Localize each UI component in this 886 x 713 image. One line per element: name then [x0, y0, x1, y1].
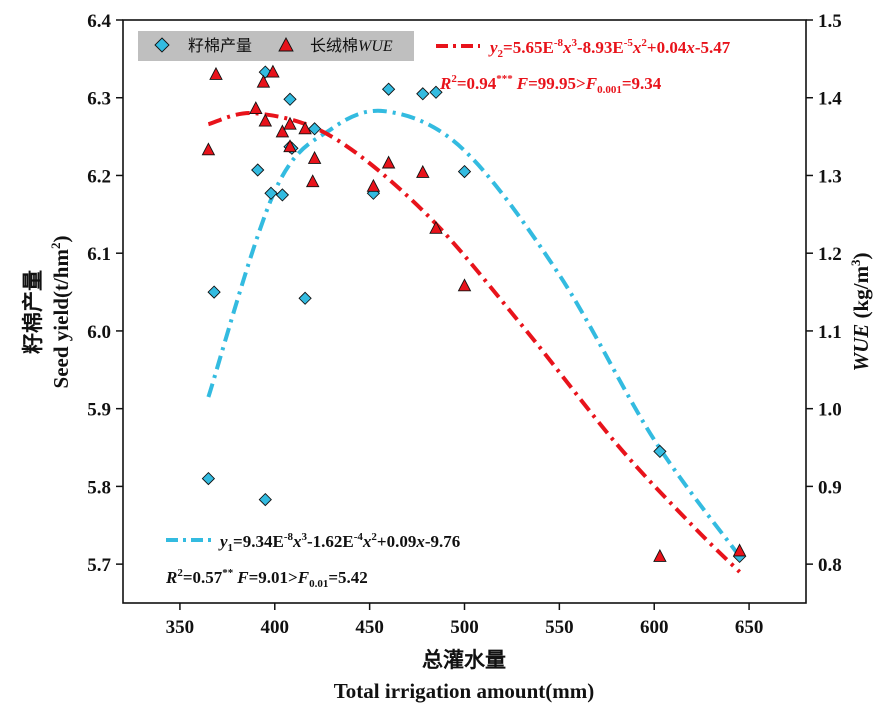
data-points	[201, 64, 747, 564]
equation-y2-formula: y2=5.65E-8x3-8.93E-5x2+0.04x-5.47	[488, 37, 731, 60]
equation-y1: y1=9.34E-8x3-1.62E-4x2+0.09x-9.76 R2=0.5…	[165, 531, 460, 590]
right-y-tick-label: 1.2	[818, 244, 842, 265]
yield-point	[251, 163, 265, 177]
wue-point	[429, 220, 443, 234]
equation-y1-formula: y1=9.34E-8x3-1.62E-4x2+0.09x-9.76	[218, 531, 460, 554]
x-tick-label: 400	[261, 617, 290, 638]
wue-point	[381, 155, 396, 169]
legend-triangle-marker	[278, 37, 294, 52]
wue-point	[256, 74, 271, 88]
x-tick-label: 450	[355, 617, 384, 638]
x-tick-label: 600	[640, 617, 669, 638]
x-tick-label: 550	[545, 617, 574, 638]
wue-point	[305, 174, 320, 188]
x-tick-label: 350	[166, 617, 195, 638]
legend: 籽棉产量 长绒棉WUE	[138, 31, 414, 61]
x-axis-title-cn: 总灌水量	[422, 648, 506, 672]
legend-wue-label: 长绒棉WUE	[310, 36, 393, 55]
wue-point	[416, 164, 430, 178]
legend-background	[138, 31, 414, 61]
equation-y2: y2=5.65E-8x3-8.93E-5x2+0.04x-5.47 R2=0.9…	[436, 37, 731, 96]
right-y-tick-label: 0.8	[818, 555, 842, 576]
right-y-tick-label: 0.9	[818, 477, 842, 498]
legend-yield-label: 籽棉产量	[188, 36, 252, 55]
yield-point	[264, 186, 278, 200]
wue-point	[307, 150, 322, 164]
yield-point	[429, 85, 443, 99]
wue-point	[732, 543, 747, 557]
yield-point	[457, 164, 472, 179]
left-y-tick-label: 6.0	[87, 322, 111, 343]
legend-diamond-marker	[154, 37, 170, 53]
yield-point	[201, 471, 216, 486]
wue-point	[298, 121, 312, 135]
wue-point	[249, 101, 263, 115]
wue-point	[283, 116, 297, 130]
yield-point	[283, 92, 297, 106]
plot-frame	[122, 19, 807, 604]
right-y-axis-ticks: 0.8 0.9 1.0 1.1 1.2 1.3 1.4 1.5	[806, 11, 842, 576]
right-y-axis-title: WUE (kg/m3)	[848, 252, 873, 371]
left-y-tick-label: 5.9	[87, 400, 111, 421]
x-tick-label: 650	[735, 617, 764, 638]
yield-point	[653, 444, 667, 459]
left-y-tick-label: 6.1	[87, 244, 111, 265]
fit-curves	[206, 108, 742, 574]
right-y-tick-label: 1.4	[818, 89, 842, 110]
wue-point	[258, 113, 273, 127]
yield-point	[275, 188, 290, 202]
left-y-axis-ticks: 5.7 5.8 5.9 6.0 6.1 6.2 6.3 6.4	[87, 11, 123, 576]
yield-point	[207, 285, 221, 299]
legend-wue-en: WUE	[358, 38, 393, 55]
right-y-tick-label: 1.0	[818, 400, 842, 421]
yield-point	[258, 492, 272, 507]
wue-point	[209, 66, 223, 80]
x-tick-label: 500	[450, 617, 479, 638]
wue-point	[266, 64, 280, 78]
yield-point	[416, 87, 430, 101]
wue-point	[366, 178, 381, 192]
left-y-axis-title-en: Seed yield(t/hm2)	[48, 236, 73, 389]
left-y-tick-label: 5.8	[87, 477, 111, 498]
equation-y1-stats: R2=0.57** F=9.01>F0.01=5.42	[165, 567, 368, 590]
wue-point	[457, 278, 472, 292]
x-axis-title-en: Total irrigation amount(mm)	[334, 679, 595, 703]
legend-wue-cn: 长绒棉	[310, 36, 358, 55]
wue-point	[201, 142, 216, 156]
fit-curve-y2	[207, 111, 742, 574]
left-y-tick-label: 6.2	[87, 166, 111, 187]
wue-point	[283, 139, 297, 153]
left-y-tick-label: 6.4	[87, 11, 111, 32]
left-y-tick-label: 6.3	[87, 89, 111, 110]
right-y-tick-label: 1.3	[818, 166, 842, 187]
yield-point	[307, 122, 322, 136]
wue-point	[653, 548, 667, 562]
equation-y2-stats: R2=0.94*** F=99.95>F0.001=9.34	[439, 73, 662, 96]
left-y-axis-title-cn: 籽棉产量	[21, 270, 45, 354]
x-axis-ticks: 350 400 450 500 550 600 650	[166, 603, 764, 638]
yield-point	[381, 82, 396, 96]
wue-point	[275, 124, 290, 138]
right-y-tick-label: 1.1	[818, 322, 842, 343]
right-y-tick-label: 1.5	[818, 11, 842, 32]
yield-point	[298, 291, 312, 305]
left-y-tick-label: 5.7	[87, 555, 111, 576]
